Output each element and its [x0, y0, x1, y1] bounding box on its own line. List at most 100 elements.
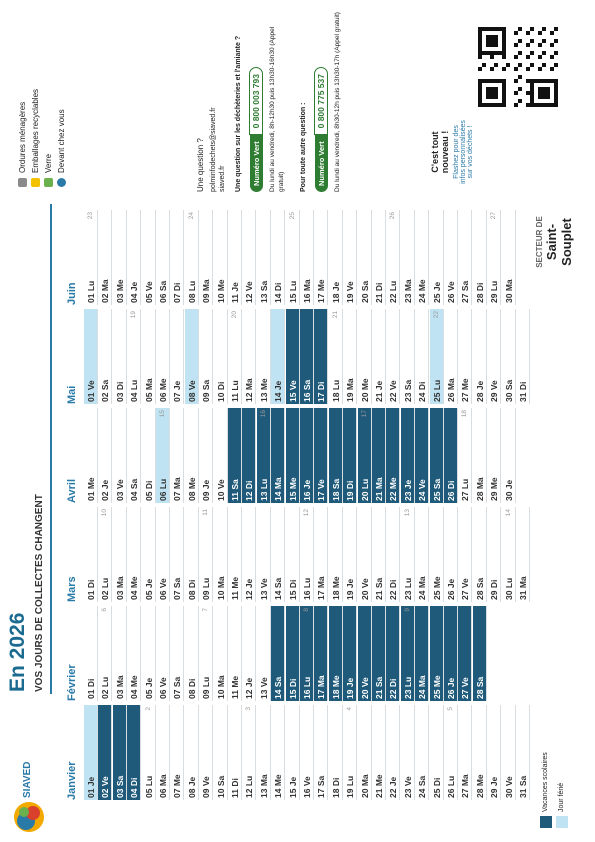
contact-email: polminfodechets@siaved.fr — [210, 107, 217, 192]
week-number: 22 — [432, 311, 440, 319]
day-row: 09 Ve — [199, 705, 214, 800]
day-label: 26 Je — [446, 677, 456, 699]
day-row: 24 Sa — [415, 705, 430, 800]
day-row: 15 Lu 25 — [285, 210, 300, 305]
day-label: 01 Me — [86, 477, 96, 501]
day-label: 15 Di — [287, 579, 298, 600]
day-label: 24 Ve — [417, 479, 428, 501]
day-label: 28 Me — [474, 774, 485, 798]
day-label: 15 Me — [287, 477, 298, 501]
day-row: 10 Ve — [213, 408, 228, 503]
day-row: 29 Lu 27 — [487, 210, 502, 305]
day-label: 15 Ve — [287, 380, 298, 402]
qr-module — [478, 55, 482, 59]
qr-code[interactable] — [478, 23, 562, 107]
day-row: 01 Di — [84, 507, 98, 602]
qr-module — [502, 55, 506, 59]
week-number: 23 — [87, 212, 94, 220]
day-label: 24 Sa — [417, 775, 428, 798]
day-label: 20 Lu — [359, 478, 370, 501]
day-label: 12 Lu — [244, 775, 255, 798]
day-label: 10 Ve — [215, 479, 226, 501]
day-row: 07 Je — [170, 309, 185, 404]
qr-module — [518, 51, 522, 55]
day-row: 26 Je — [444, 606, 458, 701]
day-row: 26 Ve — [444, 210, 458, 305]
day-row: 07 Ma — [170, 408, 185, 503]
day-row: 28 Me — [472, 705, 487, 800]
day-label: 12 Di — [244, 480, 255, 501]
day-row: 15 Ve — [285, 309, 300, 404]
day-row: 02 Lu 6 — [98, 606, 113, 701]
qr-module — [514, 103, 518, 107]
day-label: 25 Me — [431, 576, 442, 600]
legend-item: Devant chez vous — [57, 17, 66, 187]
contact-site: siaved.fr — [219, 165, 226, 192]
day-label: 03 Ve — [114, 479, 125, 501]
day-label: 03 Me — [114, 279, 125, 303]
month-name: Février — [66, 664, 78, 701]
day-row: 24 Me — [415, 210, 430, 305]
day-label: 14 Me — [273, 774, 284, 798]
qr-module — [526, 31, 530, 35]
day-row: 17 Me — [314, 210, 329, 305]
qr-module — [538, 67, 542, 71]
day-row: 16 Sa — [300, 309, 314, 404]
day-row: 23 Ma — [400, 210, 415, 305]
week-number: 6 — [101, 608, 109, 612]
day-label: 19 Je — [345, 578, 356, 600]
day-label: 29 Lu — [489, 280, 500, 303]
day-row: 17 Ma — [314, 606, 329, 701]
qr-module — [550, 55, 554, 59]
day-row: 26 Je — [444, 507, 458, 602]
day-label: 25 Sa — [431, 478, 442, 501]
day-label: 19 Je — [345, 677, 356, 699]
day-label: 16 Sa — [302, 379, 312, 402]
day-label: 28 Sa — [474, 577, 485, 600]
day-row: 12 Je — [242, 606, 257, 701]
day-label: 13 Ma — [258, 774, 269, 798]
day-row: 03 Ma — [112, 507, 127, 602]
day-label: 10 Me — [215, 279, 226, 303]
day-label: 07 Me — [172, 774, 183, 798]
qr-module — [542, 63, 546, 67]
day-row: 05 Je — [141, 606, 156, 701]
day-row: 17 Ma — [314, 507, 329, 602]
day-label: 12 Ve — [244, 281, 255, 303]
day-label: 27 Sa — [460, 280, 471, 303]
day-label: 02 Je — [100, 479, 111, 501]
logo-icon — [14, 802, 44, 832]
qr-module — [514, 91, 518, 95]
day-label: 12 Je — [244, 677, 255, 699]
day-row: 15 Di — [285, 606, 300, 701]
day-row: 27 Ve — [458, 606, 473, 701]
day-row: 07 Me — [170, 705, 185, 800]
day-label: 04 Me — [129, 675, 140, 699]
qr-module — [550, 67, 554, 71]
day-label: 09 Ma — [201, 279, 212, 303]
day-row: 31 Di — [516, 309, 530, 404]
day-label: 12 Ma — [244, 378, 255, 402]
qr-module — [542, 27, 546, 31]
week-number: 24 — [187, 212, 195, 220]
day-label: 28 Di — [474, 282, 485, 303]
day-row: 10 Ma — [213, 507, 228, 602]
day-label: 01 Ve — [86, 380, 96, 402]
day-row: 20 Ve — [357, 507, 372, 602]
qr-module — [514, 55, 518, 59]
day-label: 06 Ve — [158, 677, 168, 699]
qr-module — [554, 51, 558, 55]
qr-module — [530, 39, 534, 43]
day-row: 25 Me — [429, 606, 444, 701]
day-label: 02 Ve — [100, 776, 111, 798]
day-label: 14 Di — [273, 282, 284, 303]
day-row: 26 Di — [444, 408, 458, 503]
day-label: 03 Ma — [114, 576, 125, 600]
day-label: 09 Sa — [201, 379, 212, 402]
day-label: 02 Ma — [100, 279, 111, 303]
day-label: 31 Sa — [518, 775, 528, 798]
day-label: 04 Sa — [129, 478, 140, 501]
day-row: 02 Ve — [98, 705, 113, 800]
day-row: 05 Lu 2 — [141, 705, 156, 800]
day-row: 03 Di — [112, 309, 127, 404]
